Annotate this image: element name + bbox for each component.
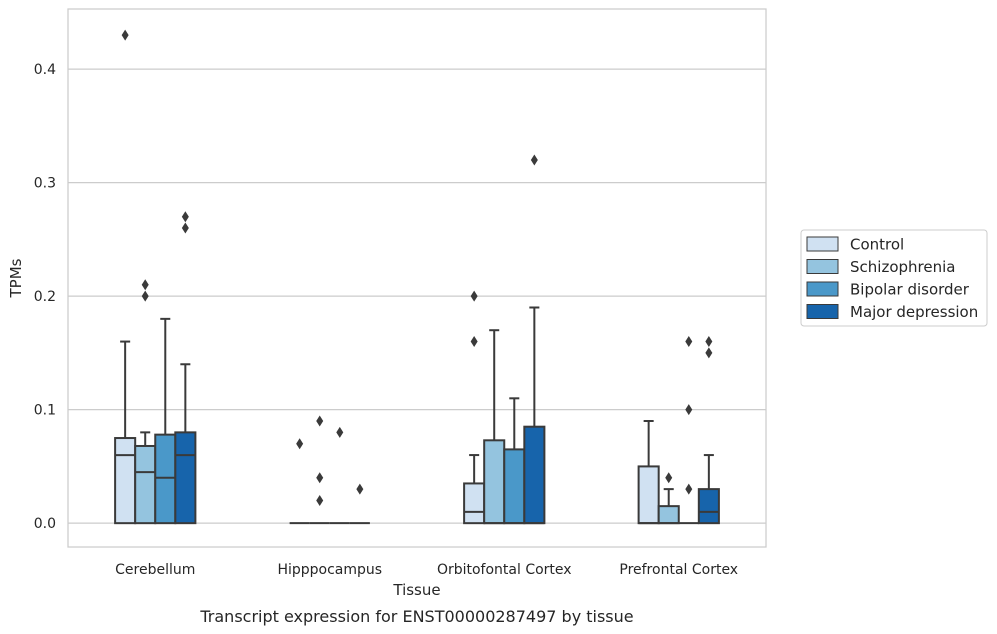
box-body bbox=[134, 444, 157, 525]
box-1-0 bbox=[134, 279, 157, 525]
x-axis-label: Tissue bbox=[392, 581, 440, 599]
box-2-1 bbox=[329, 426, 350, 525]
legend-swatch bbox=[806, 304, 839, 319]
x-tick-label: Prefrontal Cortex bbox=[619, 562, 738, 578]
legend-items: Control Schizophrenia Bipolar disorder Majo… bbox=[806, 236, 978, 321]
y-tick-label: 0.4 bbox=[34, 62, 56, 78]
box-0-0 bbox=[114, 29, 137, 525]
outlier-point bbox=[141, 290, 149, 302]
box-body bbox=[503, 448, 526, 525]
outlier-point bbox=[181, 222, 189, 234]
outlier-point bbox=[141, 279, 149, 291]
legend: Control Schizophrenia Bipolar disorder Majo… bbox=[800, 229, 988, 327]
box-1-3 bbox=[657, 472, 680, 525]
box-body bbox=[114, 437, 137, 525]
y-tick-label: 0.3 bbox=[34, 176, 56, 192]
box-body bbox=[657, 505, 680, 525]
y-tick-label: 0.1 bbox=[34, 403, 56, 419]
legend-frame bbox=[800, 229, 988, 327]
legend-label: Bipolar disorder bbox=[850, 281, 970, 299]
outlier-point bbox=[685, 483, 693, 495]
y-axis-label: TPMs bbox=[7, 258, 25, 298]
box-3-0 bbox=[174, 211, 197, 525]
box-body bbox=[463, 482, 486, 525]
box-0-2 bbox=[463, 290, 486, 525]
outlier-point bbox=[356, 483, 364, 495]
box-body bbox=[154, 433, 177, 525]
chart-caption: Transcript expression for ENST0000028749… bbox=[199, 607, 633, 626]
outlier-point bbox=[705, 336, 713, 348]
outlier-point bbox=[316, 415, 324, 427]
legend-swatch bbox=[806, 281, 839, 297]
outlier-point bbox=[705, 347, 713, 359]
y-tick-label: 0.0 bbox=[34, 516, 56, 532]
legend-label: Major depression bbox=[850, 303, 978, 321]
box-body bbox=[697, 488, 720, 525]
x-tick-label: Cerebellum bbox=[115, 562, 195, 578]
y-tick-labels: 0.0 0.1 0.2 0.3 0.4 bbox=[34, 62, 56, 532]
y-tick-label: 0.2 bbox=[34, 289, 56, 305]
outlier-point bbox=[470, 336, 478, 348]
box-2-3 bbox=[678, 336, 699, 525]
x-tick-labels: Cerebellum Hipppocampus Orbitofontal Corte… bbox=[115, 562, 738, 578]
box-0-3 bbox=[637, 420, 660, 525]
outlier-point bbox=[121, 29, 129, 41]
outlier-point bbox=[470, 290, 478, 302]
outlier-point bbox=[685, 404, 693, 416]
outlier-point bbox=[530, 154, 538, 166]
legend-swatch bbox=[806, 259, 839, 274]
outlier-point bbox=[685, 336, 693, 348]
box-body bbox=[637, 465, 660, 525]
x-tick-label: Hipppocampus bbox=[277, 562, 382, 578]
box-1-2 bbox=[483, 329, 506, 525]
box-3-3 bbox=[697, 336, 720, 525]
outlier-point bbox=[316, 472, 324, 484]
box-0-1 bbox=[289, 438, 310, 525]
box-2-2 bbox=[503, 397, 526, 525]
box-3-1 bbox=[349, 483, 370, 525]
outlier-point bbox=[181, 211, 189, 223]
box-body bbox=[523, 425, 546, 525]
outlier-point bbox=[336, 426, 344, 438]
legend-swatch bbox=[806, 236, 839, 252]
box-body bbox=[174, 431, 197, 525]
legend-label: Schizophrenia bbox=[850, 258, 955, 276]
outlier-point bbox=[316, 494, 324, 506]
box-2-0 bbox=[154, 317, 177, 525]
plot-frame bbox=[67, 8, 767, 548]
box-1-1 bbox=[309, 415, 330, 525]
boxes bbox=[114, 29, 720, 525]
legend-label: Control bbox=[850, 236, 904, 254]
x-tick-label: Orbitofontal Cortex bbox=[437, 562, 572, 578]
box-3-2 bbox=[523, 154, 546, 525]
box-body bbox=[483, 439, 506, 525]
outlier-point bbox=[665, 472, 673, 484]
outlier-point bbox=[296, 438, 304, 450]
